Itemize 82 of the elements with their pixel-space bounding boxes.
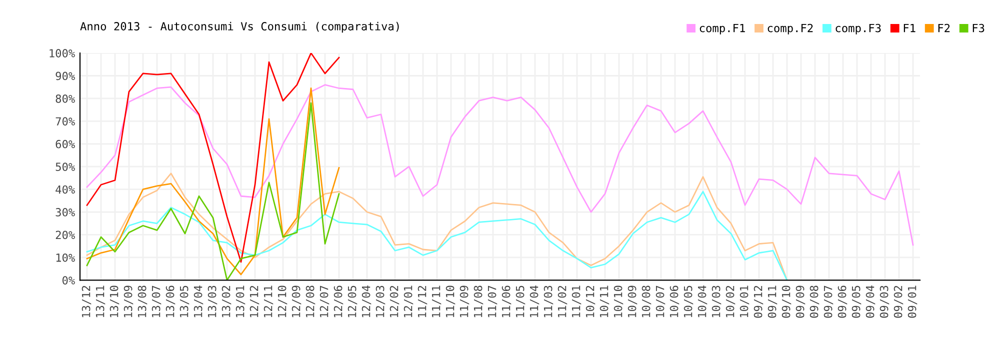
x-tick-label: 09/06 xyxy=(838,286,848,318)
x-tick-label: 10/05 xyxy=(684,286,694,318)
legend-label: comp.F3 xyxy=(836,24,881,34)
x-tick-label: 13/12 xyxy=(82,286,92,318)
y-tick-label: 90% xyxy=(56,72,75,80)
x-tick-label: 11/01 xyxy=(572,286,582,318)
y-tick-label: 50% xyxy=(56,162,75,172)
x-tick-label: 09/02 xyxy=(894,286,904,318)
x-tick-label: 13/04 xyxy=(194,286,204,318)
x-tick-label: 13/01 xyxy=(236,286,246,318)
y-tick-label: 20% xyxy=(56,230,75,240)
x-tick-label: 09/03 xyxy=(880,286,890,318)
x-tick-label: 10/01 xyxy=(740,286,750,318)
x-tick-label: 10/03 xyxy=(712,286,722,318)
x-tick-label: 10/10 xyxy=(614,286,624,318)
line-series xyxy=(86,172,788,280)
x-tick-label: 09/07 xyxy=(824,286,834,318)
x-tick-label: 11/09 xyxy=(460,286,470,318)
x-tick-label: 11/08 xyxy=(474,286,484,318)
x-tick-label: 12/07 xyxy=(320,286,330,318)
x-tick-label: 11/12 xyxy=(418,286,428,318)
x-tick-label: 12/02 xyxy=(390,286,400,318)
x-tick-label: 09/04 xyxy=(866,286,876,318)
chart-title: Anno 2013 - Autoconsumi Vs Consumi (comparativa) xyxy=(80,22,399,33)
x-tick-label: 12/11 xyxy=(264,286,274,318)
x-tick-label: 13/11 xyxy=(96,286,106,318)
y-tick-label: 70% xyxy=(56,117,75,126)
x-tick-label: 13/07 xyxy=(152,286,162,318)
x-tick-label: 11/11 xyxy=(432,286,442,318)
x-tick-label: 13/10 xyxy=(110,286,120,318)
x-tick-label: 10/12 xyxy=(586,286,596,318)
legend-label: comp.F2 xyxy=(768,24,813,34)
x-tick-label: 09/09 xyxy=(796,286,806,318)
x-tick-label: 10/09 xyxy=(628,286,638,318)
x-tick-label: 12/10 xyxy=(278,286,288,318)
x-tick-label: 10/07 xyxy=(656,286,666,318)
line-series xyxy=(86,53,340,263)
x-tick-label: 10/08 xyxy=(642,286,652,318)
x-tick-label: 12/08 xyxy=(306,286,316,318)
y-tick-label: 100% xyxy=(50,49,75,58)
x-tick-label: 10/02 xyxy=(726,286,736,318)
y-tick-label: 30% xyxy=(56,208,75,216)
x-tick-label: 09/11 xyxy=(768,286,778,318)
x-tick-label: 09/05 xyxy=(852,286,862,318)
y-tick-label: 40% xyxy=(56,185,75,194)
x-tick-label: 11/07 xyxy=(488,286,498,318)
x-tick-label: 12/12 xyxy=(250,286,260,318)
x-tick-label: 11/05 xyxy=(516,286,526,318)
x-tick-label: 12/06 xyxy=(334,286,344,318)
x-tick-label: 12/03 xyxy=(376,286,386,318)
x-tick-label: 12/04 xyxy=(362,286,372,318)
x-tick-label: 13/02 xyxy=(222,286,232,318)
x-tick-label: 09/12 xyxy=(754,286,764,318)
legend-label: comp.F1 xyxy=(700,24,745,34)
x-tick-label: 09/01 xyxy=(908,286,918,318)
x-tick-label: 10/11 xyxy=(600,286,610,318)
x-tick-label: 10/04 xyxy=(698,286,708,318)
line-series xyxy=(86,190,788,280)
y-tick-label: 0% xyxy=(62,276,75,285)
x-tick-label: 13/05 xyxy=(180,286,190,318)
x-tick-label: 11/06 xyxy=(502,286,512,318)
legend-label: F3 xyxy=(972,24,984,32)
x-tick-label: 13/03 xyxy=(208,286,218,318)
x-tick-label: 09/10 xyxy=(782,286,792,318)
legend-label: F2 xyxy=(938,24,950,32)
y-tick-label: 10% xyxy=(56,253,75,262)
legend-label: F1 xyxy=(904,24,916,32)
x-tick-label: 11/04 xyxy=(530,286,540,318)
x-tick-label: 12/09 xyxy=(292,286,302,318)
x-tick-label: 13/06 xyxy=(166,286,176,318)
x-tick-label: 13/08 xyxy=(138,286,148,318)
x-tick-label: 13/09 xyxy=(124,286,134,318)
x-tick-label: 10/06 xyxy=(670,286,680,318)
line-series xyxy=(86,84,914,246)
y-tick-label: 60% xyxy=(56,140,75,148)
x-tick-label: 11/03 xyxy=(544,286,554,318)
x-tick-label: 09/08 xyxy=(810,286,820,318)
y-tick-label: 80% xyxy=(56,94,75,103)
x-tick-label: 12/01 xyxy=(404,286,414,318)
x-tick-label: 12/05 xyxy=(348,286,358,318)
x-tick-label: 11/02 xyxy=(558,286,568,318)
x-tick-label: 11/10 xyxy=(446,286,456,318)
